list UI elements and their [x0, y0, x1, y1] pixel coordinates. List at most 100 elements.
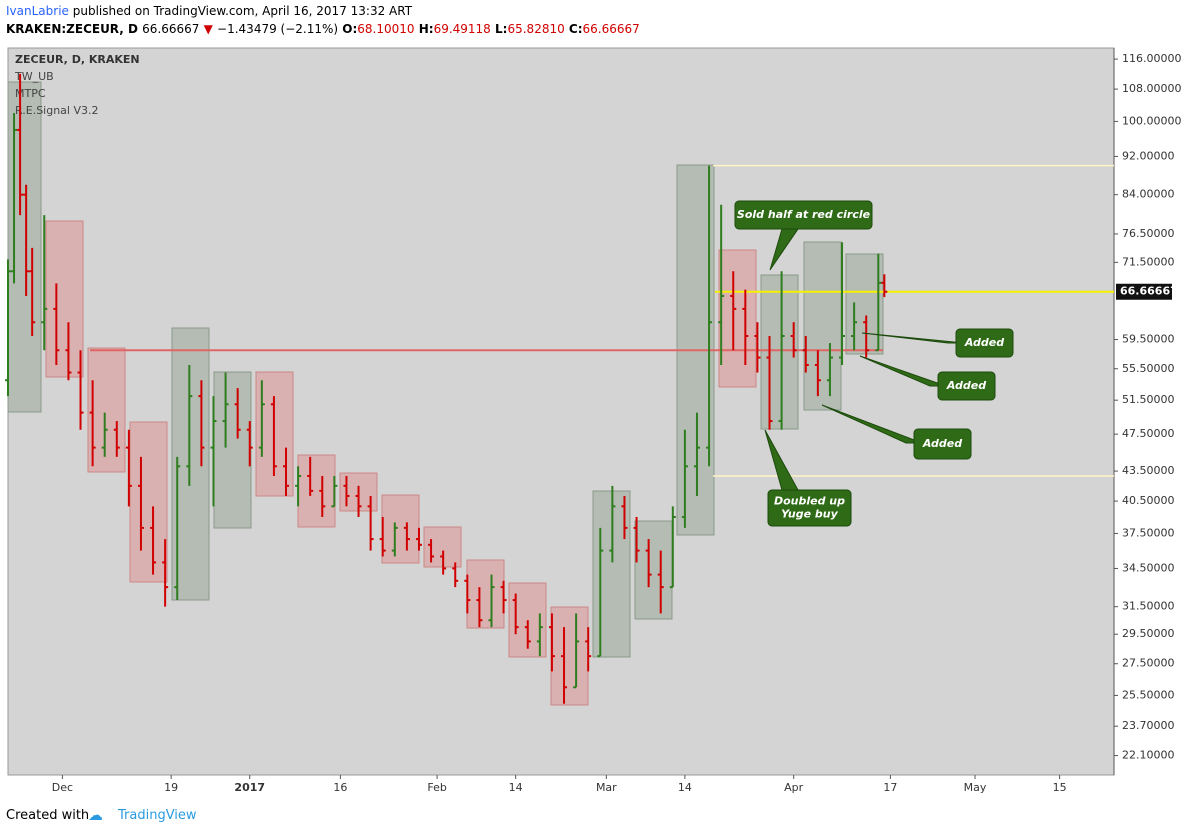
quote-line: KRAKEN:ZECEUR, D 66.66667 ▼ −1.43479 (−2… — [6, 22, 640, 36]
ohlc-bar — [234, 388, 241, 439]
legend-symbol: ZECEUR, D, KRAKEN — [15, 53, 140, 66]
legend-indicator: R.E.Signal V3.2 — [15, 104, 99, 117]
y-tick-label: 108.00000 — [1122, 82, 1182, 95]
ohlc-bar — [585, 627, 592, 672]
ohlc-bar — [561, 627, 568, 704]
ohlc-bar — [65, 322, 72, 381]
ohlc-bar — [609, 485, 616, 563]
high-label: H: — [418, 22, 434, 36]
ohlc-bar — [693, 412, 700, 496]
ohlc-bar — [826, 343, 833, 397]
price-label: 66.66667 — [1120, 285, 1178, 298]
y-tick-label: 116.00000 — [1122, 52, 1182, 65]
y-tick-label: 71.50000 — [1122, 255, 1175, 268]
callout-text: Added — [922, 437, 962, 450]
ohlc-bar — [23, 184, 30, 296]
ohlc-bar — [319, 475, 326, 517]
y-tick-label: 34.50000 — [1122, 561, 1175, 574]
callout-text: Yuge buy — [781, 508, 838, 521]
y-tick-label: 100.00000 — [1122, 114, 1182, 127]
ohlc-bar — [730, 271, 737, 351]
zone — [466, 559, 505, 629]
ohlc-bar — [137, 456, 144, 551]
ohlc-bar — [476, 587, 483, 628]
zone — [803, 241, 842, 411]
ohlc-bar — [440, 550, 447, 575]
ohlc-bar — [101, 412, 108, 457]
ohlc-bar — [645, 539, 652, 588]
y-tick-label: 40.50000 — [1122, 494, 1175, 507]
x-tick-label: Feb — [427, 781, 446, 794]
ohlc-bar — [428, 539, 435, 563]
ohlc-bar — [331, 475, 338, 508]
y-tick-label: 55.50000 — [1122, 362, 1175, 375]
zone — [845, 253, 884, 355]
ohlc-bar — [621, 495, 628, 540]
ohlc-bar — [706, 165, 713, 467]
ohlc-bar — [222, 372, 229, 448]
x-tick-label: 15 — [1053, 781, 1067, 794]
price-label-bg — [1116, 283, 1172, 300]
callout-text: Added — [946, 379, 986, 392]
x-tick-label: 19 — [164, 781, 178, 794]
ohlc-bar — [89, 380, 96, 467]
callout — [767, 489, 852, 527]
y-tick-label: 43.50000 — [1122, 464, 1175, 477]
callout — [937, 371, 996, 401]
brand[interactable]: TradingView — [118, 808, 197, 823]
ohlc-bar — [790, 322, 797, 358]
publish-text: published on TradingView.com, April 16, … — [72, 4, 413, 18]
ohlc-bar — [53, 283, 60, 365]
y-tick-label: 37.50000 — [1122, 526, 1175, 539]
y-tick-label: 59.50000 — [1122, 333, 1175, 346]
zone — [760, 274, 799, 430]
y-tick-label: 31.50000 — [1122, 600, 1175, 613]
x-tick-label: Dec — [52, 781, 73, 794]
ohlc-bar — [633, 516, 640, 563]
zone — [213, 371, 252, 529]
callout — [955, 328, 1014, 358]
ohlc-bar — [41, 215, 48, 351]
zone — [87, 347, 126, 473]
footer: Created with ☁ TradingView — [0, 800, 1184, 833]
ohlc-bar — [742, 289, 749, 365]
ohlc-bar — [77, 350, 84, 430]
high-value: 69.49118 — [433, 22, 491, 36]
y-tick-label: 47.50000 — [1122, 427, 1175, 440]
ohlc-bar — [766, 336, 773, 430]
ohlc-bar — [415, 527, 422, 551]
zone — [634, 520, 673, 620]
ohlc-bar — [29, 247, 36, 337]
logo: ☁ — [88, 806, 103, 824]
y-tick-label: 27.50000 — [1122, 657, 1175, 670]
callout-text: Sold half at red circle — [737, 208, 871, 221]
ohlc-bar — [198, 380, 205, 467]
x-tick-label: Apr — [784, 781, 804, 794]
ohlc-bar — [270, 396, 277, 476]
ohlc-bar — [246, 421, 253, 467]
x-tick-label: 16 — [333, 781, 347, 794]
low-label: L: — [495, 22, 508, 36]
low-value: 65.82810 — [507, 22, 565, 36]
y-tick-label: 29.50000 — [1122, 627, 1175, 640]
ohlc-bar — [573, 613, 580, 689]
publish-line: IvanLabrie published on TradingView.com,… — [6, 4, 412, 18]
ohlc-bar — [379, 516, 386, 557]
close-value: 66.66667 — [582, 22, 640, 36]
ohlc-bar — [174, 456, 181, 601]
y-tick-label: 76.50000 — [1122, 227, 1175, 240]
open-label: O: — [342, 22, 358, 36]
open-value: 68.10010 — [357, 22, 415, 36]
ohlc-bar — [258, 380, 265, 457]
zone — [297, 454, 336, 528]
symbol: KRAKEN:ZECEUR, D — [6, 22, 138, 36]
author[interactable]: IvanLabrie — [6, 4, 69, 18]
y-tick-label: 84.00000 — [1122, 188, 1175, 201]
chart: ZECEUR, D, KRAKEN TW_UB MTPC R.E.Signal … — [5, 47, 1182, 794]
y-tick-label: 92.00000 — [1122, 149, 1175, 162]
callout — [913, 428, 972, 460]
ohlc-bar — [283, 447, 290, 496]
axes: 116.00000 108.00000 100.00000 92.00000 84.00… — [52, 48, 1182, 794]
x-tick-label: Mar — [596, 781, 617, 794]
